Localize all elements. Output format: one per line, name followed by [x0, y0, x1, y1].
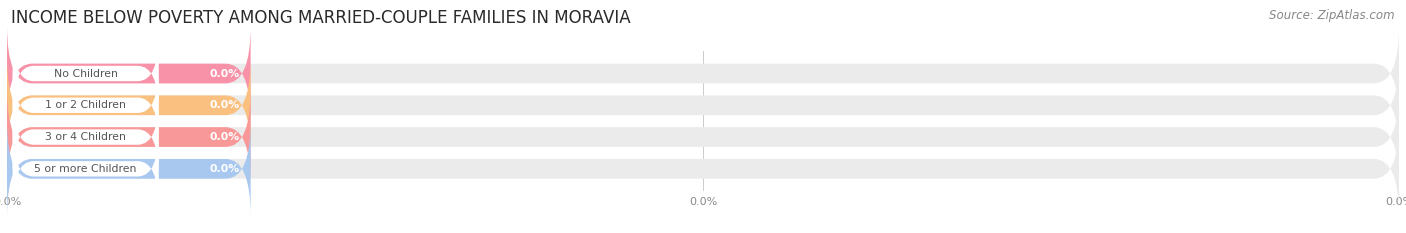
FancyBboxPatch shape [13, 34, 159, 113]
FancyBboxPatch shape [13, 129, 159, 209]
Text: 0.0%: 0.0% [209, 100, 239, 110]
Text: Source: ZipAtlas.com: Source: ZipAtlas.com [1270, 9, 1395, 22]
FancyBboxPatch shape [7, 26, 250, 121]
FancyBboxPatch shape [13, 97, 159, 177]
FancyBboxPatch shape [7, 58, 1399, 153]
FancyBboxPatch shape [7, 121, 1399, 216]
FancyBboxPatch shape [7, 121, 250, 216]
FancyBboxPatch shape [7, 26, 1399, 121]
Text: No Children: No Children [53, 69, 118, 79]
Text: 3 or 4 Children: 3 or 4 Children [45, 132, 127, 142]
Text: 0.0%: 0.0% [209, 132, 239, 142]
FancyBboxPatch shape [7, 90, 250, 184]
FancyBboxPatch shape [7, 58, 250, 153]
Text: 5 or more Children: 5 or more Children [35, 164, 136, 174]
Text: 0.0%: 0.0% [209, 69, 239, 79]
Text: 1 or 2 Children: 1 or 2 Children [45, 100, 127, 110]
FancyBboxPatch shape [13, 65, 159, 145]
Text: 0.0%: 0.0% [209, 164, 239, 174]
Text: INCOME BELOW POVERTY AMONG MARRIED-COUPLE FAMILIES IN MORAVIA: INCOME BELOW POVERTY AMONG MARRIED-COUPL… [11, 9, 631, 27]
FancyBboxPatch shape [7, 90, 1399, 184]
